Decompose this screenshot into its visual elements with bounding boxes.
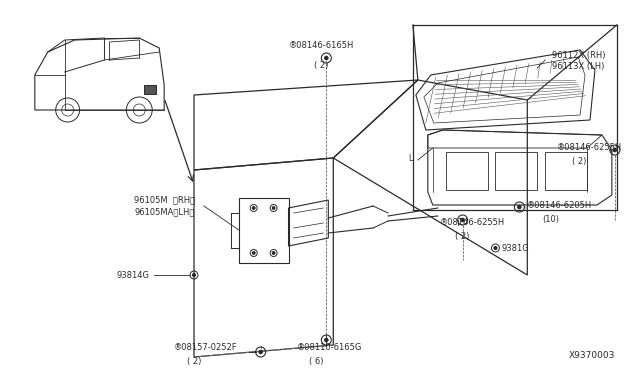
Text: 9381G: 9381G bbox=[502, 244, 529, 253]
Text: ( 2): ( 2) bbox=[572, 157, 586, 166]
Circle shape bbox=[613, 148, 616, 152]
Text: 93814G: 93814G bbox=[116, 270, 149, 279]
Text: X9370003: X9370003 bbox=[568, 351, 615, 360]
Bar bbox=[545, 152, 587, 190]
Text: ®08146-6205H: ®08146-6205H bbox=[527, 201, 593, 209]
Circle shape bbox=[324, 57, 328, 60]
Circle shape bbox=[461, 218, 464, 222]
Text: L: L bbox=[409, 154, 413, 163]
Text: ®08146-6165H: ®08146-6165H bbox=[289, 41, 354, 50]
Text: ( 6): ( 6) bbox=[309, 357, 324, 366]
Circle shape bbox=[273, 252, 275, 254]
Text: 96105MA〈LH〉: 96105MA〈LH〉 bbox=[134, 208, 195, 217]
Circle shape bbox=[518, 205, 521, 209]
Text: ®08146-6255H: ®08146-6255H bbox=[557, 142, 623, 151]
Circle shape bbox=[259, 350, 262, 354]
Text: ®08146-6255H: ®08146-6255H bbox=[440, 218, 505, 227]
Bar bbox=[445, 152, 488, 190]
Text: ®08110-6165G: ®08110-6165G bbox=[296, 343, 362, 353]
Text: ( 2): ( 2) bbox=[454, 232, 469, 241]
Circle shape bbox=[494, 247, 497, 249]
Circle shape bbox=[193, 273, 195, 276]
Text: 96113X (LH): 96113X (LH) bbox=[552, 61, 605, 71]
Text: 96105M  〈RH〉: 96105M 〈RH〉 bbox=[134, 196, 195, 205]
Bar bbox=[144, 85, 156, 94]
Bar bbox=[495, 152, 537, 190]
Text: (10): (10) bbox=[542, 215, 559, 224]
Circle shape bbox=[273, 207, 275, 209]
Text: ®08157-0252F: ®08157-0252F bbox=[174, 343, 237, 353]
Circle shape bbox=[324, 339, 328, 341]
Text: ( 2): ( 2) bbox=[314, 61, 328, 70]
Text: ( 2): ( 2) bbox=[187, 357, 202, 366]
Circle shape bbox=[253, 252, 255, 254]
Text: 96112X (RH): 96112X (RH) bbox=[552, 51, 605, 60]
Circle shape bbox=[253, 207, 255, 209]
